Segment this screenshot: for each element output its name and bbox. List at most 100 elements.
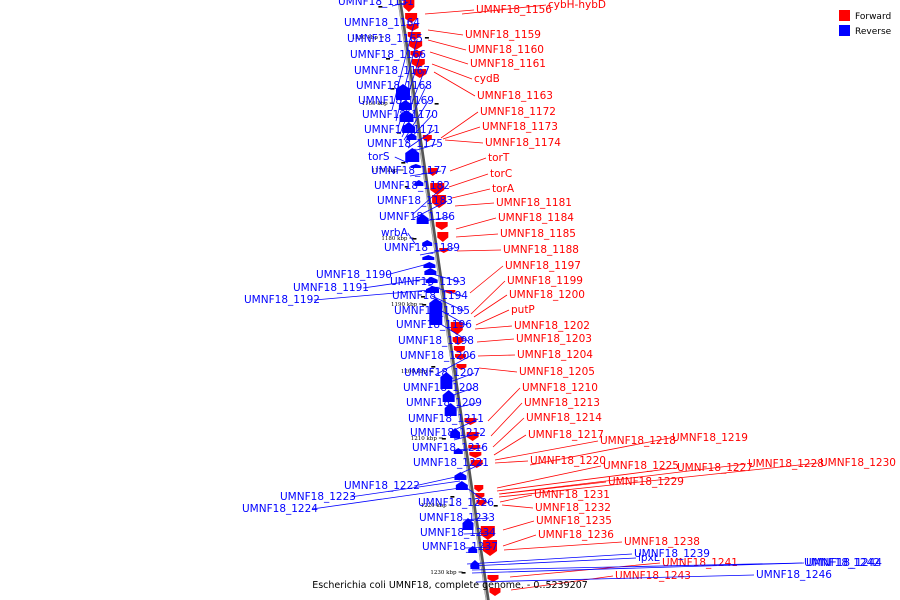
reverse-gene-feature bbox=[395, 84, 410, 100]
forward-gene-label: UMNF18_1214 bbox=[526, 412, 602, 424]
reverse-gene-label: UMNF18_1164 bbox=[344, 17, 420, 29]
reverse-gene-label-group: UMNF18_1170 bbox=[362, 109, 438, 144]
reverse-gene-label: UMNF18_1177 bbox=[371, 165, 447, 177]
reverse-gene-label: UMNF18_1193 bbox=[390, 276, 466, 288]
forward-gene-feature bbox=[456, 364, 467, 370]
reverse-gene-label: UMNF18_1182 bbox=[374, 180, 450, 192]
forward-gene-label: UMNF18_1241 bbox=[662, 557, 738, 569]
leader-line bbox=[407, 129, 435, 149]
reverse-gene-label: UMNF18_1233 bbox=[419, 512, 495, 524]
reverse-gene-label-group: UMNF18_1224 bbox=[242, 487, 461, 515]
reverse-gene-label-group: UMNF18_1167 bbox=[354, 65, 430, 135]
forward-gene-label: UMNF18_1181 bbox=[496, 197, 572, 209]
reverse-gene-label-group: UMNF18_1189 bbox=[384, 242, 460, 256]
intergenic-mark bbox=[493, 505, 498, 507]
forward-gene-feature bbox=[464, 418, 477, 425]
reverse-gene-feature bbox=[422, 255, 435, 260]
leader-line bbox=[429, 51, 469, 65]
reverse-gene-label-group: torS bbox=[368, 151, 409, 164]
leader-line bbox=[417, 216, 450, 223]
intergenic-mark bbox=[420, 296, 425, 298]
forward-gene-label-group: putP bbox=[475, 304, 535, 326]
tick-label: 1150 kbp bbox=[352, 35, 379, 41]
forward-gene-label: UMNF18_1173 bbox=[482, 121, 558, 133]
reverse-gene-label-group: UMNF18_1216 bbox=[412, 442, 488, 454]
forward-gene-label-group: UMNF18_1160 bbox=[427, 39, 544, 56]
leader-line bbox=[444, 139, 484, 144]
forward-gene-label: UMNF18_1220 bbox=[530, 455, 606, 467]
leader-line bbox=[499, 481, 607, 495]
leader-line bbox=[451, 188, 491, 199]
forward-gene-label: cydB bbox=[474, 73, 500, 85]
leader-line bbox=[476, 338, 515, 343]
forward-gene-label: UMNF18_1219 bbox=[672, 432, 748, 444]
reverse-gene-feature bbox=[454, 472, 467, 480]
forward-gene-feature bbox=[452, 337, 464, 345]
leader-line bbox=[399, 70, 425, 135]
forward-gene-feature bbox=[476, 500, 487, 506]
forward-gene-label-group: cybH-hybD bbox=[461, 0, 606, 15]
leader-line bbox=[446, 402, 477, 411]
leader-line bbox=[502, 520, 535, 531]
reverse-gene-label: UMNF18_1183 bbox=[377, 195, 453, 207]
reverse-gene-feature bbox=[425, 277, 438, 283]
forward-gene-label-group: UMNF18_1231 bbox=[499, 489, 610, 503]
forward-gene-label-group: UMNF18_1202 bbox=[474, 320, 590, 332]
forward-gene-label: UMNF18_1163 bbox=[477, 90, 553, 102]
leader-line bbox=[498, 462, 819, 498]
reverse-gene-label-group: UMNF18_1183 bbox=[377, 195, 453, 219]
reverse-gene-label-group: UMNF18_1192 bbox=[244, 289, 431, 306]
forward-gene-label: UMNF18_1232 bbox=[535, 502, 611, 514]
reverse-gene-label: UMNF18_1168 bbox=[356, 80, 432, 92]
backbone bbox=[397, 0, 490, 600]
forward-gene-label: UMNF18_1225 bbox=[603, 460, 679, 472]
reverse-gene-label-group: UMNF18_1223 bbox=[280, 480, 461, 503]
forward-gene-label: UMNF18_1231 bbox=[534, 489, 610, 501]
intergenic-mark bbox=[401, 162, 406, 164]
leader-line bbox=[475, 574, 755, 583]
forward-gene-label-group: UMNF18_1220 bbox=[494, 455, 606, 467]
leader-line bbox=[391, 22, 415, 111]
reverse-gene-label-group: UMNF18_1195 bbox=[394, 295, 470, 317]
leader-line bbox=[455, 217, 497, 230]
forward-gene-feature bbox=[483, 540, 498, 556]
reverse-gene-feature bbox=[405, 148, 420, 162]
reverse-gene-label: UMNF18_1175 bbox=[367, 138, 443, 150]
reverse-gene-feature bbox=[410, 164, 421, 168]
leader-line bbox=[401, 85, 427, 138]
forward-gene-label-group: UMNF18_1156 bbox=[424, 4, 552, 16]
forward-gene-label-group: UMNF18_1181 bbox=[454, 197, 572, 209]
reverse-gene-label-group: UMNF18_1246 bbox=[475, 569, 832, 583]
forward-gene-label: UMNF18_1184 bbox=[498, 212, 574, 224]
leader-line bbox=[453, 432, 481, 441]
leader-line bbox=[502, 534, 537, 547]
forward-gene-label: UMNF18_1172 bbox=[480, 106, 556, 118]
leader-line bbox=[474, 325, 513, 330]
forward-gene-feature bbox=[487, 575, 499, 582]
reverse-gene-label: UMNF18_1169 bbox=[358, 95, 434, 107]
forward-gene-label: cybH-hybD bbox=[548, 0, 606, 11]
legend: Forward Reverse bbox=[839, 10, 892, 37]
forward-gene-label-group: UMNF18_1213 bbox=[490, 397, 600, 437]
reverse-gene-feature bbox=[470, 560, 480, 569]
reverse-gene-label: UMNF18_1194 bbox=[392, 290, 468, 302]
leader-line bbox=[411, 185, 445, 216]
reverse-gene-label-group: UMNF18_1168 bbox=[356, 80, 432, 138]
leader-line bbox=[496, 465, 602, 489]
reverse-gene-feature bbox=[462, 518, 474, 530]
intergenic-mark bbox=[431, 366, 436, 368]
leader-line bbox=[427, 284, 463, 297]
reverse-gene-label: UMNF18_1223 bbox=[280, 491, 356, 503]
leader-line bbox=[455, 447, 483, 451]
forward-gene-label-group: UMNF18_1163 bbox=[433, 71, 553, 102]
forward-gene-label-group: UMNF18_1236 bbox=[502, 529, 614, 547]
reverse-gene-label: UMNF18_1221 bbox=[413, 457, 489, 469]
intergenic-marks bbox=[378, 6, 498, 574]
reverse-labels: UMNF18_1151 UMNF18_1164 UMNF18_1165 UMNF18_… bbox=[242, 0, 882, 583]
forward-gene-label-group: UMNF18_1200 bbox=[473, 289, 585, 318]
leader-line bbox=[424, 9, 475, 15]
forward-gene-feature bbox=[406, 24, 419, 31]
leader-line bbox=[503, 541, 623, 551]
leader-line bbox=[405, 114, 433, 144]
forward-gene-label-group: UMNF18_1204 bbox=[477, 349, 593, 361]
